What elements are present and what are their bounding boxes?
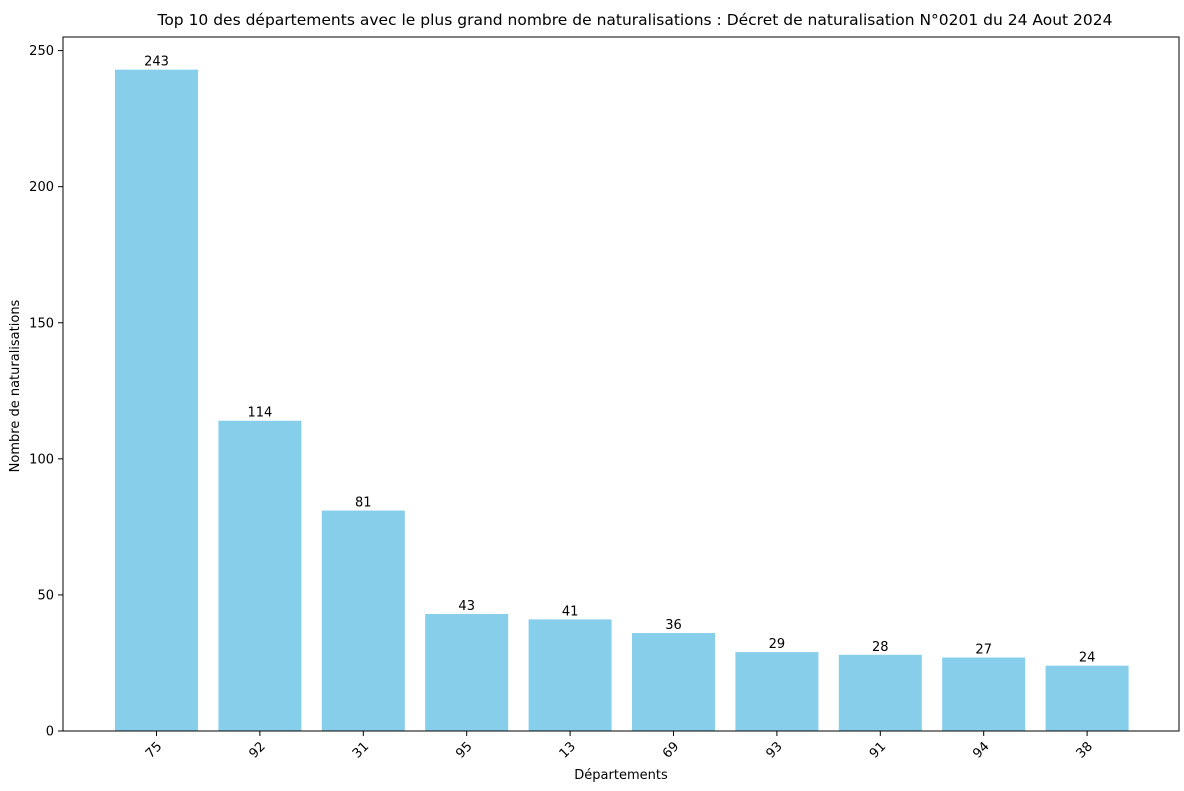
plot-area: 243 114 81 43 41 36 29 28 27 24 xyxy=(115,55,1129,732)
x-tick-label: 93 xyxy=(763,739,785,761)
chart-title: Top 10 des départements avec le plus gra… xyxy=(156,11,1112,29)
bar-value-label: 29 xyxy=(769,637,786,652)
x-tick-label: 13 xyxy=(557,739,579,761)
y-tick-label: 250 xyxy=(29,44,54,59)
bar-value-label: 43 xyxy=(458,599,475,614)
plot-frame xyxy=(62,36,1180,732)
bar-31 xyxy=(321,510,405,731)
bar-38 xyxy=(1045,665,1129,731)
bar-value-label: 243 xyxy=(144,55,169,70)
x-tick-label: 94 xyxy=(970,739,992,761)
x-tick-label: 92 xyxy=(246,739,268,761)
bar-95 xyxy=(425,613,509,731)
bar-value-label: 36 xyxy=(665,618,682,633)
y-axis: 0 50 100 150 200 250 xyxy=(29,44,63,740)
bar-value-label: 24 xyxy=(1079,651,1096,666)
y-tick-label: 150 xyxy=(29,316,54,331)
y-tick-label: 0 xyxy=(46,725,54,740)
y-tick-label: 200 xyxy=(29,180,54,195)
bar-92 xyxy=(218,420,302,731)
x-tick-label: 38 xyxy=(1074,739,1096,761)
x-tick-label: 75 xyxy=(143,739,165,761)
bar-91 xyxy=(838,654,922,731)
bar-value-label: 28 xyxy=(872,640,889,655)
bar-value-label: 41 xyxy=(562,604,579,619)
bar-93 xyxy=(735,652,819,731)
bar-value-label: 81 xyxy=(355,496,372,511)
x-tick-label: 69 xyxy=(660,739,682,761)
bar-75 xyxy=(115,69,198,732)
bar-69 xyxy=(632,633,715,731)
bar-value-label: 114 xyxy=(247,406,272,421)
y-tick-label: 100 xyxy=(29,452,54,467)
x-tick-label: 95 xyxy=(453,739,475,761)
y-axis-label: Nombre de naturalisations xyxy=(8,299,23,472)
bar-94 xyxy=(942,657,1026,731)
x-axis: 75 92 31 95 13 69 93 91 94 38 xyxy=(143,731,1096,762)
bar-value-label: 27 xyxy=(975,643,992,658)
x-tick-label: 91 xyxy=(867,739,889,761)
bar-13 xyxy=(528,619,612,731)
x-axis-label: Départements xyxy=(574,768,668,783)
x-tick-label: 31 xyxy=(350,739,372,761)
y-tick-label: 50 xyxy=(37,588,54,603)
